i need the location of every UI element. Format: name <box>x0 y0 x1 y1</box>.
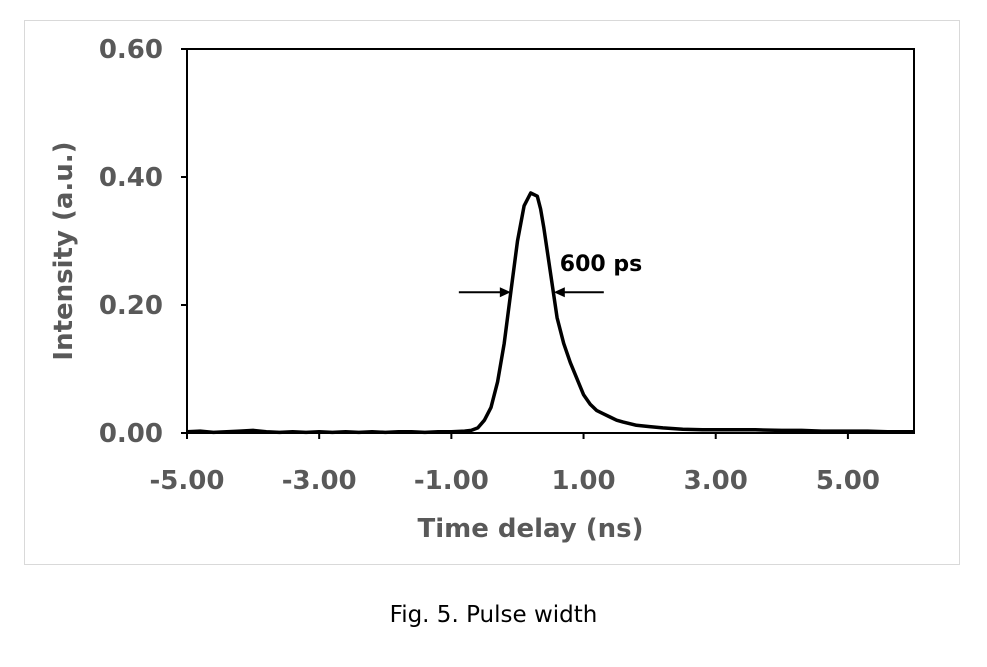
x-tick-label: 3.00 <box>684 466 748 496</box>
plot-area-border <box>186 48 915 434</box>
x-axis-title: Time delay (ns) <box>417 514 643 544</box>
fwhm-arrow-right-head <box>553 287 565 298</box>
y-axis-title: Intensity (a.u.) <box>49 141 79 360</box>
x-tick-label: -1.00 <box>414 466 489 496</box>
chart-svg: -5.00 -3.00 -1.00 1.00 3.00 5.00 0.00 0.20 0.40 0… <box>49 35 915 544</box>
pulse-series-line <box>186 191 914 435</box>
x-tick-label: -5.00 <box>150 466 225 496</box>
y-tick-label: 0.00 <box>99 419 163 449</box>
fwhm-arrow-left-head <box>499 287 511 298</box>
x-tick-label: 5.00 <box>816 466 880 496</box>
x-tick-label: 1.00 <box>551 466 615 496</box>
figure-frame: -5.00 -3.00 -1.00 1.00 3.00 5.00 0.00 0.20 0.40 0… <box>24 20 960 565</box>
fwhm-annotation-label: 600 ps <box>560 252 642 277</box>
y-tick-label: 0.20 <box>99 291 163 321</box>
figure-caption: Fig. 5. Pulse width <box>389 602 598 628</box>
y-tick-label: 0.40 <box>99 163 163 193</box>
x-tick-label: -3.00 <box>282 466 357 496</box>
y-tick-label: 0.60 <box>99 35 163 65</box>
